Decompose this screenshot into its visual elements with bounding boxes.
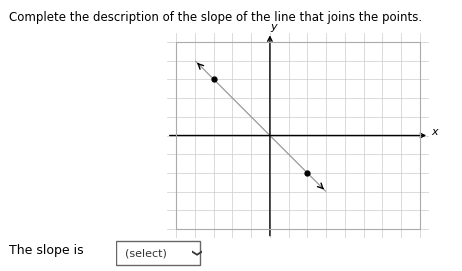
Text: Complete the description of the slope of the line that joins the points.: Complete the description of the slope of… [9,11,422,24]
Text: (select): (select) [125,249,167,258]
Text: x: x [431,127,438,137]
FancyBboxPatch shape [116,241,200,265]
Text: y: y [270,22,277,32]
Text: ❯: ❯ [189,249,199,257]
Text: The slope is: The slope is [9,244,84,257]
